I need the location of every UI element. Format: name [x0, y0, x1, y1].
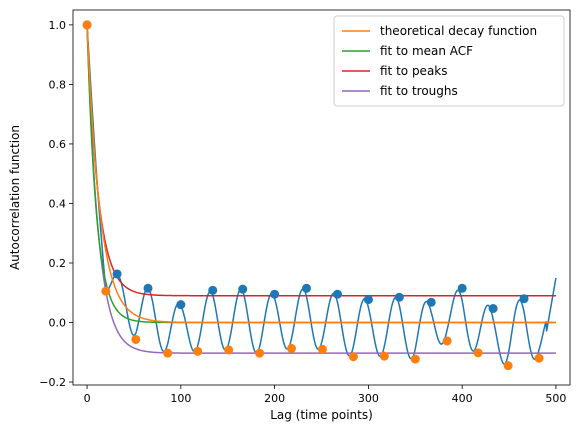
trough-point	[131, 334, 141, 344]
peak-point	[112, 269, 122, 279]
y-tick-label: 0.2	[49, 257, 67, 270]
trough-point	[193, 346, 203, 356]
x-tick-label: 300	[358, 392, 379, 405]
legend-label-theoretical: theoretical decay function	[380, 24, 537, 38]
y-axis-label: Autocorrelation function	[8, 125, 22, 270]
plot-layer	[82, 20, 557, 371]
trough-point	[255, 348, 265, 358]
legend: theoretical decay function fit to mean AC…	[333, 15, 565, 107]
peak-point	[426, 297, 436, 307]
trough-point	[82, 20, 92, 30]
y-tick-label: 1.0	[49, 19, 67, 32]
peak-point	[363, 295, 373, 305]
peak-point	[176, 300, 186, 310]
legend-box	[333, 15, 565, 107]
trough-point	[163, 348, 173, 358]
trough-point	[442, 336, 452, 346]
peak-point	[519, 294, 529, 304]
series-line-theoretical	[86, 24, 556, 324]
x-axis-label: Lag (time points)	[270, 408, 373, 422]
plot-frame	[72, 9, 571, 386]
peak-point	[238, 284, 248, 294]
peak-point	[208, 285, 218, 295]
legend-label-peak_fit: fit to peaks	[380, 64, 448, 78]
y-tick-label: 0.0	[49, 317, 67, 330]
y-tick-label: 0.4	[49, 197, 67, 210]
y-tick-label: 0.6	[49, 138, 67, 151]
series-line-peak_fit	[86, 24, 556, 297]
y-tick-label: 0.8	[49, 78, 67, 91]
marker-group	[82, 20, 544, 371]
trough-point	[410, 354, 420, 364]
axis-layer: 0 100 200 300 400 500 −0.2 0.0 0.2 0.4 0.6 0.8 1.0	[39, 9, 571, 405]
peak-point	[301, 283, 311, 293]
trough-point	[534, 353, 544, 363]
x-tick-label: 0	[84, 392, 91, 405]
trough-point	[101, 286, 111, 296]
peak-point	[457, 283, 467, 293]
y-tick-label: −0.2	[39, 376, 66, 389]
x-tick-label: 500	[545, 392, 566, 405]
peak-point	[394, 292, 404, 302]
x-tick-label: 100	[170, 392, 191, 405]
trough-point	[348, 352, 358, 362]
trough-point	[379, 351, 389, 361]
trough-point	[317, 344, 327, 354]
peak-point	[270, 289, 280, 299]
legend-label-mean_fit: fit to mean ACF	[380, 44, 473, 58]
trough-point	[473, 348, 483, 358]
trough-point	[503, 361, 513, 371]
peak-point	[488, 304, 498, 314]
x-tick-label: 400	[452, 392, 473, 405]
peak-point	[332, 289, 342, 299]
peak-point	[143, 283, 153, 293]
trough-point	[224, 345, 234, 355]
x-tick-label: 200	[264, 392, 285, 405]
legend-label-trough_fit: fit to troughs	[380, 84, 458, 98]
trough-point	[286, 343, 296, 353]
